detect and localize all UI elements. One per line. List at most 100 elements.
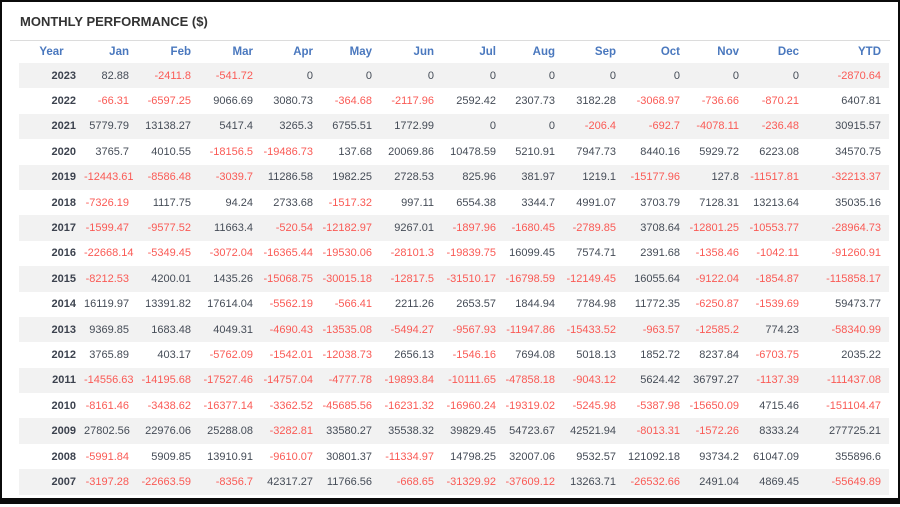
value-cell: 997.11 xyxy=(401,196,434,209)
value-cell: 3708.64 xyxy=(640,222,680,235)
value-cell: -5991.84 xyxy=(85,450,129,463)
value-cell: -1517.32 xyxy=(328,196,372,209)
value-cell: -5762.09 xyxy=(209,348,253,361)
column-header-year: Year xyxy=(39,46,64,58)
value-cell: 42521.94 xyxy=(570,425,616,438)
value-cell: 13910.91 xyxy=(207,450,253,463)
value-cell: 7574.71 xyxy=(576,247,616,260)
value-cell: 3765.89 xyxy=(89,348,129,361)
value-cell: 8333.24 xyxy=(759,425,799,438)
value-cell: 774.23 xyxy=(765,323,799,336)
value-cell: 2307.73 xyxy=(515,95,555,108)
value-cell: -1137.39 xyxy=(756,374,799,387)
table-row: 2018 -7326.19 1117.75 94.24 2733.68 -1517.32 9… xyxy=(19,190,889,215)
table-row: 2017 -1599.47 -9577.52 11663.4 -520.54 -12182… xyxy=(19,215,889,241)
value-cell: 7694.08 xyxy=(515,348,555,361)
title-divider xyxy=(10,40,890,41)
value-cell: 4049.31 xyxy=(213,323,253,336)
value-cell: -3282.81 xyxy=(269,425,313,438)
table-body: 2023 82.88 -2411.8 -541.72 0 0 0 0 0 0 0 0 0 -2870.64… xyxy=(19,63,889,495)
value-cell: -3068.97 xyxy=(636,95,680,108)
value-cell: -3039.7 xyxy=(215,171,253,184)
value-cell: -15068.75 xyxy=(263,272,313,285)
value-cell: 16119.97 xyxy=(84,298,130,311)
value-cell: 32007.06 xyxy=(509,450,555,463)
table-row: 2007 -3197.28 -22663.59 -8356.7 42317.27 1176… xyxy=(19,469,889,495)
value-cell: 27802.56 xyxy=(84,425,130,438)
value-cell: -1854.87 xyxy=(755,272,799,285)
value-cell: 39829.45 xyxy=(450,425,496,438)
value-cell: -7326.19 xyxy=(85,196,129,209)
value-cell: 16099.45 xyxy=(509,247,555,260)
value-cell: -236.48 xyxy=(761,120,799,133)
value-cell: -32213.37 xyxy=(831,171,881,184)
value-cell: -55649.89 xyxy=(831,475,881,488)
value-cell: -31510.17 xyxy=(446,272,496,285)
value-cell: -9043.12 xyxy=(572,374,616,387)
value-cell: 8237.84 xyxy=(699,348,739,361)
value-cell: -1542.01 xyxy=(269,348,313,361)
table-row: 2019 -12443.61 -8586.48 -3039.7 11286.58 1982… xyxy=(19,164,889,190)
value-cell: -19319.02 xyxy=(505,399,555,412)
year-cell: 2008 xyxy=(51,450,76,463)
value-cell: 42317.27 xyxy=(267,475,313,488)
table-row: 2012 3765.89 403.17 -5762.09 -1542.01 -12038.… xyxy=(19,342,889,367)
table-row: 2011 -14556.63 -14195.68 -17527.46 -14757.04… xyxy=(19,367,889,394)
value-cell: -1539.69 xyxy=(755,298,799,311)
value-cell: -4777.78 xyxy=(328,374,372,387)
value-cell: 16055.64 xyxy=(634,272,680,285)
value-cell: -13535.08 xyxy=(322,323,372,336)
value-cell: -8212.53 xyxy=(85,272,129,285)
value-cell: -151104.47 xyxy=(826,399,881,412)
value-cell: 25288.08 xyxy=(207,425,253,438)
value-cell: -115858.17 xyxy=(826,272,881,285)
value-cell: -3362.52 xyxy=(269,399,313,412)
year-cell: 2010 xyxy=(51,399,76,412)
year-cell: 2015 xyxy=(51,272,76,285)
value-cell: -520.54 xyxy=(275,222,313,235)
value-cell: 0 xyxy=(548,69,555,82)
value-cell: 9066.69 xyxy=(213,95,253,108)
value-cell: -1546.16 xyxy=(452,348,496,361)
value-cell: 54723.67 xyxy=(509,425,555,438)
year-cell: 2023 xyxy=(51,69,76,82)
value-cell: -566.41 xyxy=(334,298,372,311)
value-cell: 2592.42 xyxy=(456,95,496,108)
value-cell: -19839.75 xyxy=(446,247,496,260)
year-cell: 2021 xyxy=(51,120,76,133)
table-row: 2015 -8212.53 4200.01 1435.26 -15068.75 -3001… xyxy=(19,266,889,292)
value-cell: 35035.16 xyxy=(835,196,881,209)
value-cell: 9267.01 xyxy=(394,222,434,235)
value-cell: 11663.4 xyxy=(214,222,253,235)
value-cell: -8161.46 xyxy=(85,399,129,412)
value-cell: -14556.63 xyxy=(84,374,134,387)
value-cell: 9532.57 xyxy=(576,450,616,463)
value-cell: 121092.18 xyxy=(628,450,680,463)
value-cell: 1683.48 xyxy=(151,323,191,336)
value-cell: -8586.48 xyxy=(147,171,191,184)
header-row: Year Jan Feb Mar Apr May Jun Jul Aug Sep Oct Nov Dec… xyxy=(19,41,889,63)
value-cell: 5018.13 xyxy=(576,348,616,361)
value-cell: -22668.14 xyxy=(84,247,134,260)
value-cell: 13213.64 xyxy=(753,196,799,209)
value-cell: 4991.07 xyxy=(576,196,616,209)
table-row: 2023 82.88 -2411.8 -541.72 0 0 0 0 0 0 0 0 0 -2870.64 xyxy=(19,63,889,89)
value-cell: -28101.3 xyxy=(390,247,434,260)
value-cell: -10111.65 xyxy=(448,374,496,387)
value-cell: 2211.26 xyxy=(395,298,434,311)
value-cell: -6703.75 xyxy=(755,348,799,361)
value-cell: 0 xyxy=(365,69,372,82)
value-cell: -5562.19 xyxy=(269,298,313,311)
value-cell: -12585.2 xyxy=(695,323,739,336)
value-cell: 11766.56 xyxy=(326,475,372,488)
monthly-performance-table: Year Jan Feb Mar Apr May Jun Jul Aug Sep Oct Nov Dec… xyxy=(19,41,889,495)
value-cell: -6597.25 xyxy=(147,95,191,108)
value-cell: -3438.62 xyxy=(147,399,191,412)
value-cell: -8013.31 xyxy=(636,425,680,438)
page-title: MONTHLY PERFORMANCE ($) xyxy=(20,14,208,29)
value-cell: 17614.04 xyxy=(207,298,253,311)
value-cell: -12801.25 xyxy=(689,222,739,235)
value-cell: -37609.12 xyxy=(505,475,555,488)
value-cell: 30915.57 xyxy=(835,120,881,133)
value-cell: 5417.4 xyxy=(219,120,253,133)
